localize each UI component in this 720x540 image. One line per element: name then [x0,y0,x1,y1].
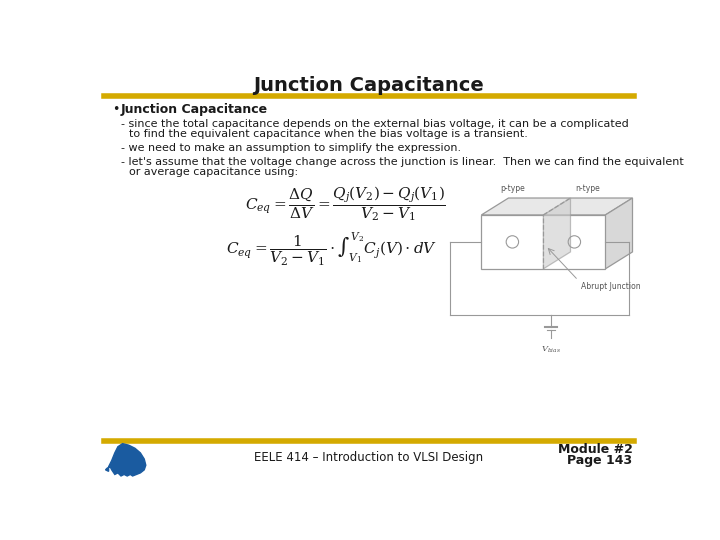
Polygon shape [544,198,570,269]
Text: n-type: n-type [575,184,600,193]
Text: Page 143: Page 143 [567,454,632,467]
Text: $C_{eq} = \dfrac{\Delta Q}{\Delta V} = \dfrac{Q_j(V_2)-Q_j(V_1)}{V_2-V_1}$: $C_{eq} = \dfrac{\Delta Q}{\Delta V} = \… [245,184,446,223]
Text: $V_{bias}$: $V_{bias}$ [541,345,561,354]
Polygon shape [606,198,632,269]
Text: $C_{eq} = \dfrac{1}{V_2-V_1}\cdot\int_{V_1}^{V_2}C_j(V)\cdot dV$: $C_{eq} = \dfrac{1}{V_2-V_1}\cdot\int_{V… [225,231,437,268]
Polygon shape [482,198,632,215]
Text: Junction Capacitance: Junction Capacitance [121,103,268,116]
Text: to find the equivalent capacitance when the bias voltage is a transient.: to find the equivalent capacitance when … [129,129,528,139]
Text: - let's assume that the voltage change across the junction is linear.  Then we c: - let's assume that the voltage change a… [121,157,684,167]
Text: Module #2: Module #2 [557,443,632,456]
Text: p-type: p-type [500,184,525,193]
Text: EELE 414 – Introduction to VLSI Design: EELE 414 – Introduction to VLSI Design [254,451,484,464]
Text: Junction Capacitance: Junction Capacitance [253,76,485,94]
Text: •: • [112,103,119,116]
Text: - since the total capacitance depends on the external bias voltage, it can be a : - since the total capacitance depends on… [121,119,629,129]
Polygon shape [106,444,145,476]
Polygon shape [482,215,606,269]
Text: or average capacitance using:: or average capacitance using: [129,167,298,177]
Text: - we need to make an assumption to simplify the expression.: - we need to make an assumption to simpl… [121,143,461,153]
Text: Abrupt Junction: Abrupt Junction [580,282,640,291]
